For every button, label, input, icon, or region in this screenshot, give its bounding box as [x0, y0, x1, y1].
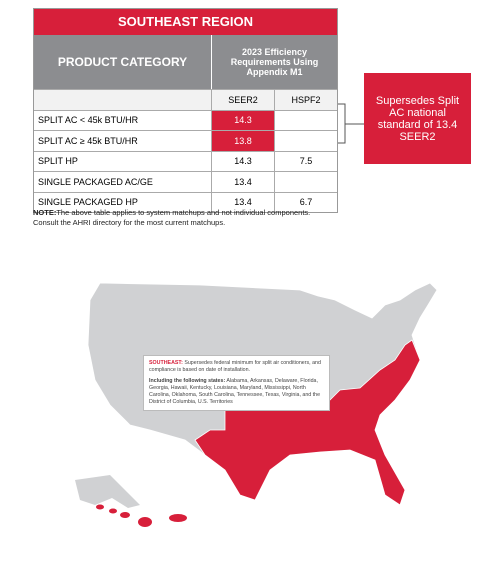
column-heads: SEER2 HSPF2: [34, 89, 337, 110]
info-text: Supersedes federal minimum for split air…: [149, 360, 321, 373]
note: NOTE:The above table applies to system m…: [33, 208, 333, 228]
table-row: SPLIT HP 14.3 7.5: [34, 150, 337, 171]
states-label: Including the following states:: [149, 378, 226, 384]
info-line: SOUTHEAST: Supersedes federal minimum fo…: [149, 360, 324, 374]
puerto-rico: [169, 514, 187, 522]
island: [120, 512, 130, 518]
column-head: HSPF2: [291, 94, 321, 105]
category-cell: SINGLE PACKAGED HP: [34, 192, 212, 212]
hawaii: [96, 504, 152, 527]
category-cell: SPLIT AC < 45k BTU/HR: [34, 110, 212, 130]
bracket-line: [338, 103, 364, 144]
category-cell: SPLIT HP: [34, 151, 212, 171]
seer2-cell: 13.8: [212, 131, 275, 151]
category-cell: SPLIT AC ≥ 45k BTU/HR: [34, 131, 212, 151]
states-list: Alabama, Arkansas, Delaware, Florida, Ge…: [149, 378, 321, 405]
info-label: SOUTHEAST:: [149, 360, 183, 366]
seer2-cell: 13.4: [212, 172, 275, 192]
map-info-box: SOUTHEAST: Supersedes federal minimum fo…: [143, 355, 330, 411]
table-row: SINGLE PACKAGED AC/GE 13.4: [34, 171, 337, 192]
table-head: PRODUCT CATEGORY 2023 Efficiency Require…: [34, 35, 337, 89]
states-line: Including the following states: Alabama,…: [149, 378, 324, 406]
island: [109, 508, 117, 514]
southeast-region: [194, 339, 421, 506]
column-head: SEER2: [212, 90, 275, 110]
hspf2-cell: 6.7: [299, 197, 313, 208]
bracket: [338, 103, 364, 144]
hspf2-cell: 7.5: [299, 156, 313, 167]
table-body: SPLIT AC < 45k BTU/HR 14.3 SPLIT AC ≥ 45k …: [34, 109, 337, 212]
requirements-heading: 2023 Efficiency Requirements Using Appen…: [230, 47, 319, 77]
blank-cell: [34, 90, 212, 110]
note-label: NOTE:: [33, 208, 57, 217]
island: [96, 504, 104, 510]
requirements-table: SOUTHEAST REGION PRODUCT CATEGORY 2023 E…: [33, 8, 338, 213]
category-cell: SINGLE PACKAGED AC/GE: [34, 172, 212, 192]
note-text: The above table applies to system matchu…: [33, 208, 311, 227]
table-row: SPLIT AC ≥ 45k BTU/HR 13.8: [34, 130, 337, 151]
region-title: SOUTHEAST REGION: [34, 9, 337, 35]
seer2-cell: 13.4: [212, 192, 275, 212]
table-row: SINGLE PACKAGED HP 13.4 6.7: [34, 191, 337, 212]
alaska: [75, 475, 140, 508]
callout: Supersedes Split AC national standard of…: [364, 73, 471, 164]
seer2-cell: 14.3: [212, 151, 275, 171]
seer2-cell: 14.3: [212, 110, 275, 130]
island: [138, 517, 152, 527]
us-map: [75, 282, 438, 527]
category-heading: PRODUCT CATEGORY: [34, 35, 212, 89]
table-row: SPLIT AC < 45k BTU/HR 14.3: [34, 109, 337, 130]
